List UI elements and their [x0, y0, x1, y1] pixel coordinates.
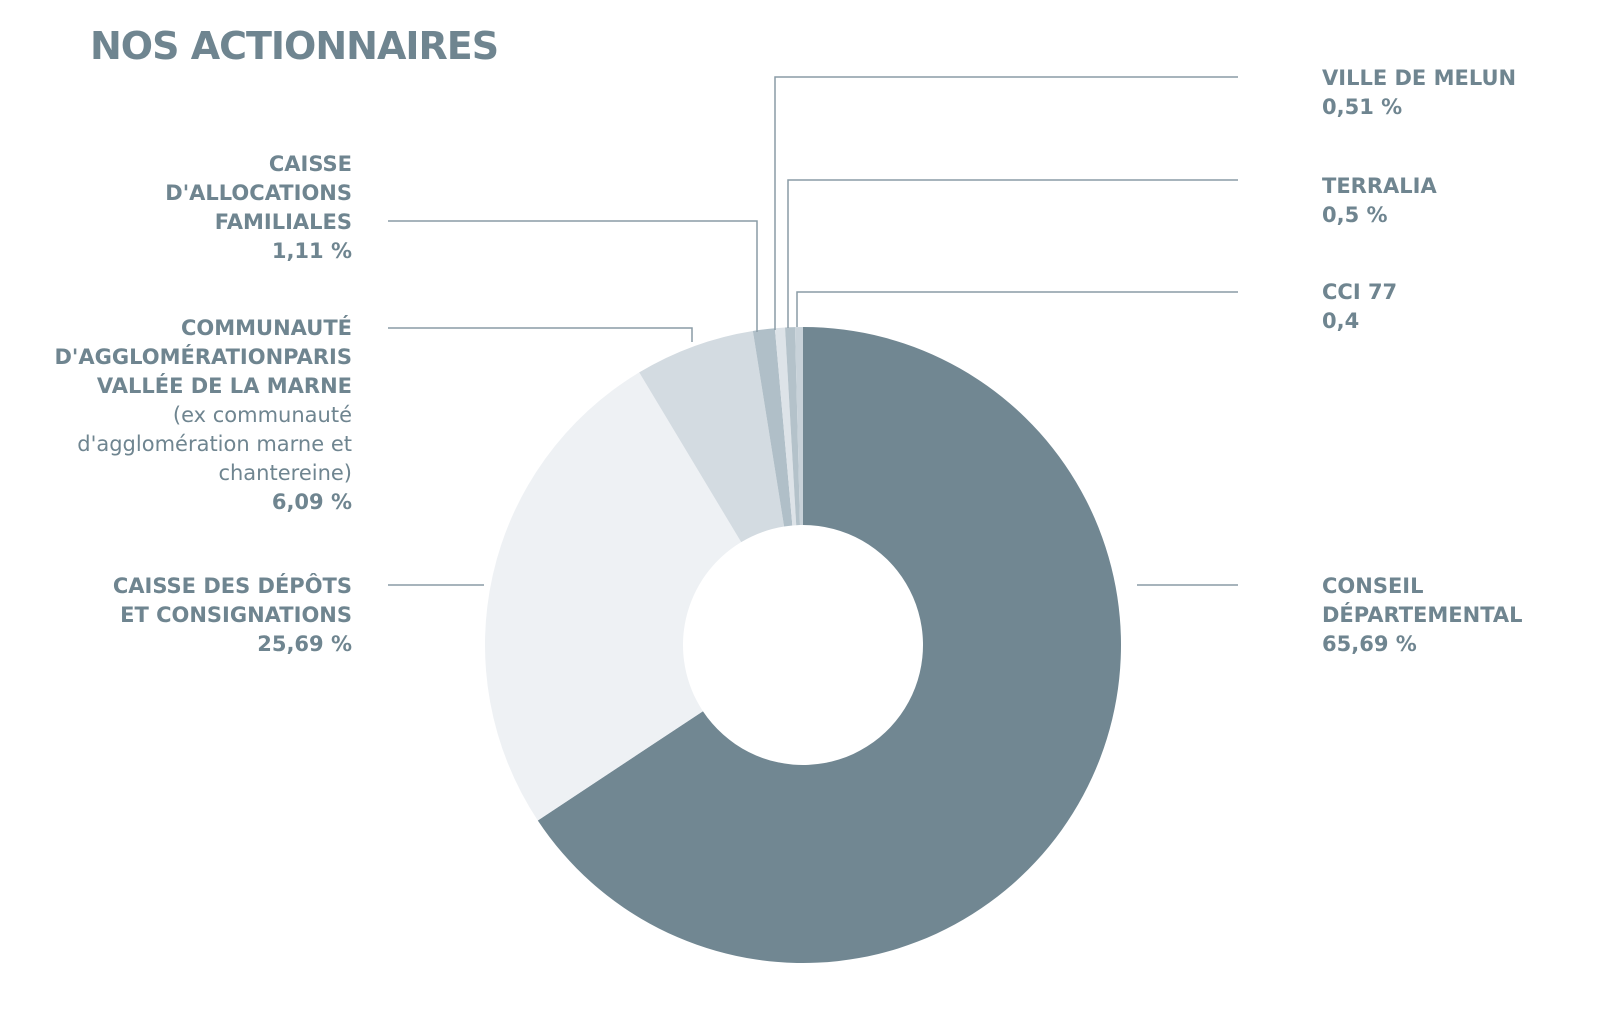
leader-line-agglo	[388, 327, 693, 342]
pie-slice-1	[537, 327, 1121, 963]
label-cdc-percent: 25,69 %	[257, 632, 352, 656]
label-melun: VILLE DE MELUN 0,51 %	[1322, 64, 1604, 122]
label-terralia: TERRALIA 0,5 %	[1322, 172, 1604, 230]
label-cdc-line-1: CAISSE DES DÉPÔTS	[112, 574, 352, 598]
label-agglo-line-3: VALLÉE DE LA MARNE	[96, 374, 352, 398]
label-agglo-note-3: chantereine)	[218, 461, 352, 485]
leader-line-melun	[774, 76, 1238, 330]
label-conseil-line-1: CONSEIL	[1322, 574, 1424, 598]
leader-line-caf	[388, 220, 758, 332]
label-agglo: COMMUNAUTÉ D'AGGLOMÉRATIONPARIS VALLÉE D…	[0, 314, 353, 517]
label-melun-percent: 0,51 %	[1322, 95, 1403, 119]
label-agglo-percent: 6,09 %	[271, 490, 352, 514]
chart-title: NOS ACTIONNAIRES	[90, 24, 499, 68]
label-agglo-note-1: (ex communauté	[172, 403, 352, 427]
label-cdc: CAISSE DES DÉPÔTS ET CONSIGNATIONS 25,69…	[0, 572, 352, 659]
label-melun-line-1: VILLE DE MELUN	[1322, 66, 1517, 90]
leader-line-terralia	[787, 179, 1238, 328]
leader-lines	[388, 76, 1238, 586]
donut-slices	[484, 327, 1121, 963]
pie-slice-6	[785, 327, 800, 526]
label-caf: CAISSE D'ALLOCATIONS FAMILIALES 1,11 %	[0, 150, 352, 266]
pie-slice-4	[752, 328, 793, 527]
label-conseil: CONSEIL DÉPARTEMENTAL 65,69 %	[1322, 572, 1604, 659]
label-agglo-line-1: COMMUNAUTÉ	[180, 316, 352, 340]
leader-line-cci	[796, 291, 1238, 327]
label-conseil-percent: 65,69 %	[1322, 632, 1417, 656]
label-cdc-line-2: ET CONSIGNATIONS	[120, 603, 352, 627]
label-caf-line-3: FAMILIALES	[214, 210, 352, 234]
label-cci-line-1: CCI 77	[1322, 280, 1398, 304]
label-caf-line-1: CAISSE	[268, 152, 352, 176]
label-cci: CCI 77 0,4	[1322, 278, 1604, 336]
label-caf-line-2: D'ALLOCATIONS	[165, 181, 352, 205]
pie-slice-3	[639, 330, 785, 543]
label-agglo-line-2: D'AGGLOMÉRATIONPARIS	[54, 345, 353, 369]
pie-slice-7	[795, 327, 803, 526]
label-terralia-percent: 0,5 %	[1322, 203, 1388, 227]
pie-slice-5	[774, 327, 797, 526]
pie-slice-2	[484, 372, 742, 821]
label-terralia-line-1: TERRALIA	[1322, 174, 1437, 198]
label-caf-percent: 1,11 %	[271, 239, 352, 263]
label-cci-percent: 0,4	[1322, 309, 1360, 333]
label-conseil-line-2: DÉPARTEMENTAL	[1322, 603, 1523, 627]
label-agglo-note-2: d'agglomération marne et	[77, 432, 352, 456]
